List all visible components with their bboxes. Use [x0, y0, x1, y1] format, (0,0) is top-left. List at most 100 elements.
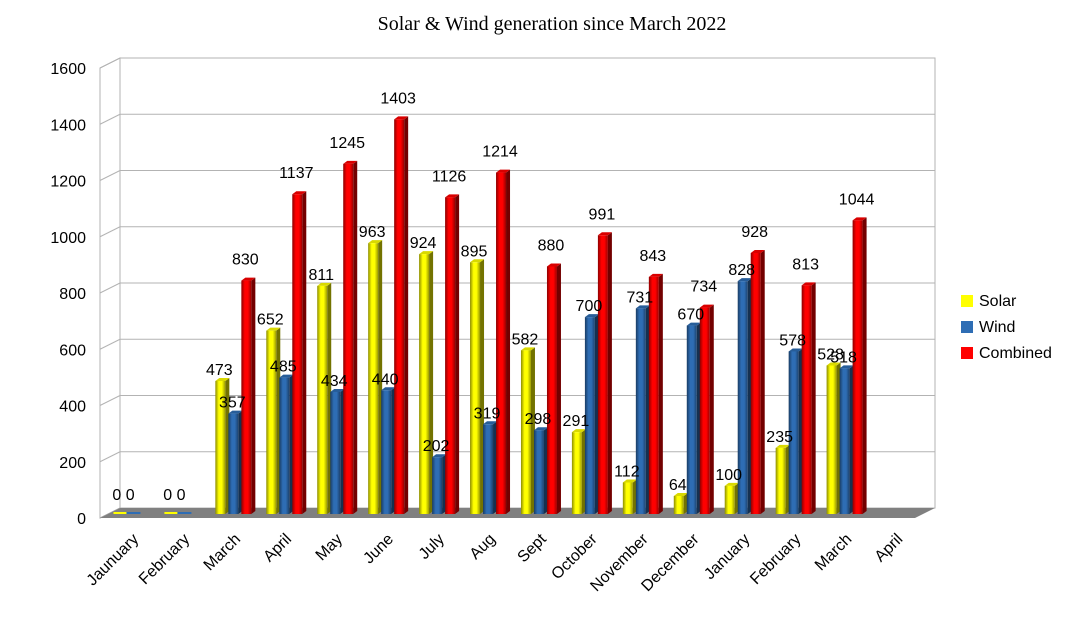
data-label: 298 [525, 411, 552, 428]
bar-wind [533, 427, 548, 514]
data-label: 518 [830, 349, 857, 366]
data-label: 734 [690, 279, 717, 296]
bar-wind [381, 387, 396, 514]
x-tick-label: Sept [514, 530, 550, 566]
legend-label-combined: Combined [979, 345, 1052, 362]
x-tick-label: March [201, 531, 244, 574]
bar-solar [470, 259, 485, 514]
data-labels: 0 0 0 0 473 357 830 652 485 1137 811 434 1245 963 44… [112, 90, 874, 504]
grid-line-side [99, 395, 121, 406]
data-label: 924 [410, 235, 437, 252]
grid-line-side [99, 170, 121, 181]
bar-wind [330, 388, 345, 514]
x-tick-label: February [136, 531, 193, 588]
y-tick-label: 1600 [50, 61, 86, 78]
bar-solar [775, 444, 790, 514]
data-label: 528 [817, 347, 844, 364]
data-label: 731 [626, 289, 653, 306]
x-tick-label: Aug [467, 531, 499, 563]
y-tick-label: 1000 [50, 230, 86, 247]
y-tick-label: 600 [59, 342, 86, 359]
data-label: 991 [589, 206, 616, 223]
bar-combined [496, 169, 511, 514]
data-label: 880 [538, 238, 565, 255]
x-tick-label: June [360, 531, 397, 568]
bar-solar [164, 512, 179, 514]
data-label: 440 [372, 371, 399, 388]
data-label: 1245 [329, 135, 365, 152]
y-axis-ticks: 0 200 400 600 800 1000 1200 1400 1600 [50, 61, 86, 528]
data-label: 202 [423, 438, 450, 455]
data-label: 582 [512, 331, 539, 348]
bar-solar [419, 251, 434, 514]
data-label: 1137 [279, 165, 314, 182]
data-label: 813 [792, 256, 819, 273]
data-label: 357 [219, 395, 246, 412]
bar-solar [724, 482, 739, 514]
grid-line-side [99, 113, 121, 125]
bar-wind [483, 421, 498, 514]
bar-wind [635, 305, 650, 514]
data-label: 0 0 [112, 487, 134, 504]
chart-title: Solar & Wind generation since March 2022 [378, 13, 727, 35]
bar-combined [648, 273, 663, 514]
bar-combined [852, 217, 867, 514]
data-label: 895 [461, 243, 488, 260]
bar-combined [699, 304, 714, 514]
x-tick-label: February [747, 531, 804, 588]
bar-combined [597, 232, 612, 514]
bar-solar [622, 479, 637, 514]
bar-combined [801, 282, 816, 514]
bar-solar [826, 362, 841, 514]
data-label: 100 [715, 467, 742, 484]
data-label: 1044 [839, 191, 875, 208]
data-label: 828 [728, 262, 755, 279]
bar-wind [839, 365, 854, 514]
y-tick-label: 800 [59, 286, 86, 303]
bar-combined [750, 250, 765, 514]
data-label: 112 [614, 464, 640, 481]
data-label: 235 [766, 429, 793, 446]
bar-wind [279, 374, 294, 514]
data-label: 64 [669, 477, 687, 494]
grid-line-side [99, 226, 121, 238]
legend-swatch-wind [961, 321, 973, 333]
bar-wind [228, 410, 243, 514]
data-label: 1126 [432, 168, 467, 185]
bar-solar [317, 282, 332, 514]
x-tick-label: April [260, 531, 295, 566]
bar-combined [445, 194, 460, 514]
y-tick-label: 1200 [50, 174, 86, 191]
data-label: 700 [576, 298, 603, 315]
bar-combined [394, 116, 409, 514]
data-label: 928 [741, 224, 768, 241]
grid-line-side [99, 338, 121, 350]
bar-wind [177, 512, 192, 514]
bar-wind [432, 454, 447, 514]
data-label: 830 [232, 252, 259, 269]
y-tick-label: 200 [59, 455, 86, 472]
data-label: 652 [257, 312, 284, 329]
grid-line-side [99, 282, 121, 294]
data-label: 434 [321, 373, 348, 390]
bars [113, 116, 867, 514]
grid-line-side [99, 451, 121, 463]
x-tick-label: April [872, 531, 907, 566]
data-label: 670 [677, 307, 704, 324]
data-label: 291 [563, 413, 590, 430]
bar-wind [686, 322, 701, 514]
data-label: 578 [779, 332, 806, 349]
data-label: 963 [359, 224, 386, 241]
legend-swatch-solar [961, 295, 973, 307]
bar-wind [126, 512, 141, 514]
data-label: 0 0 [163, 487, 185, 504]
bar-combined [343, 160, 358, 514]
grid-lines [99, 57, 935, 519]
bar-combined [241, 277, 256, 514]
legend-label-wind: Wind [979, 319, 1015, 336]
data-label: 811 [308, 267, 334, 284]
x-tick-label: October [548, 530, 601, 583]
x-tick-label: July [416, 531, 448, 563]
